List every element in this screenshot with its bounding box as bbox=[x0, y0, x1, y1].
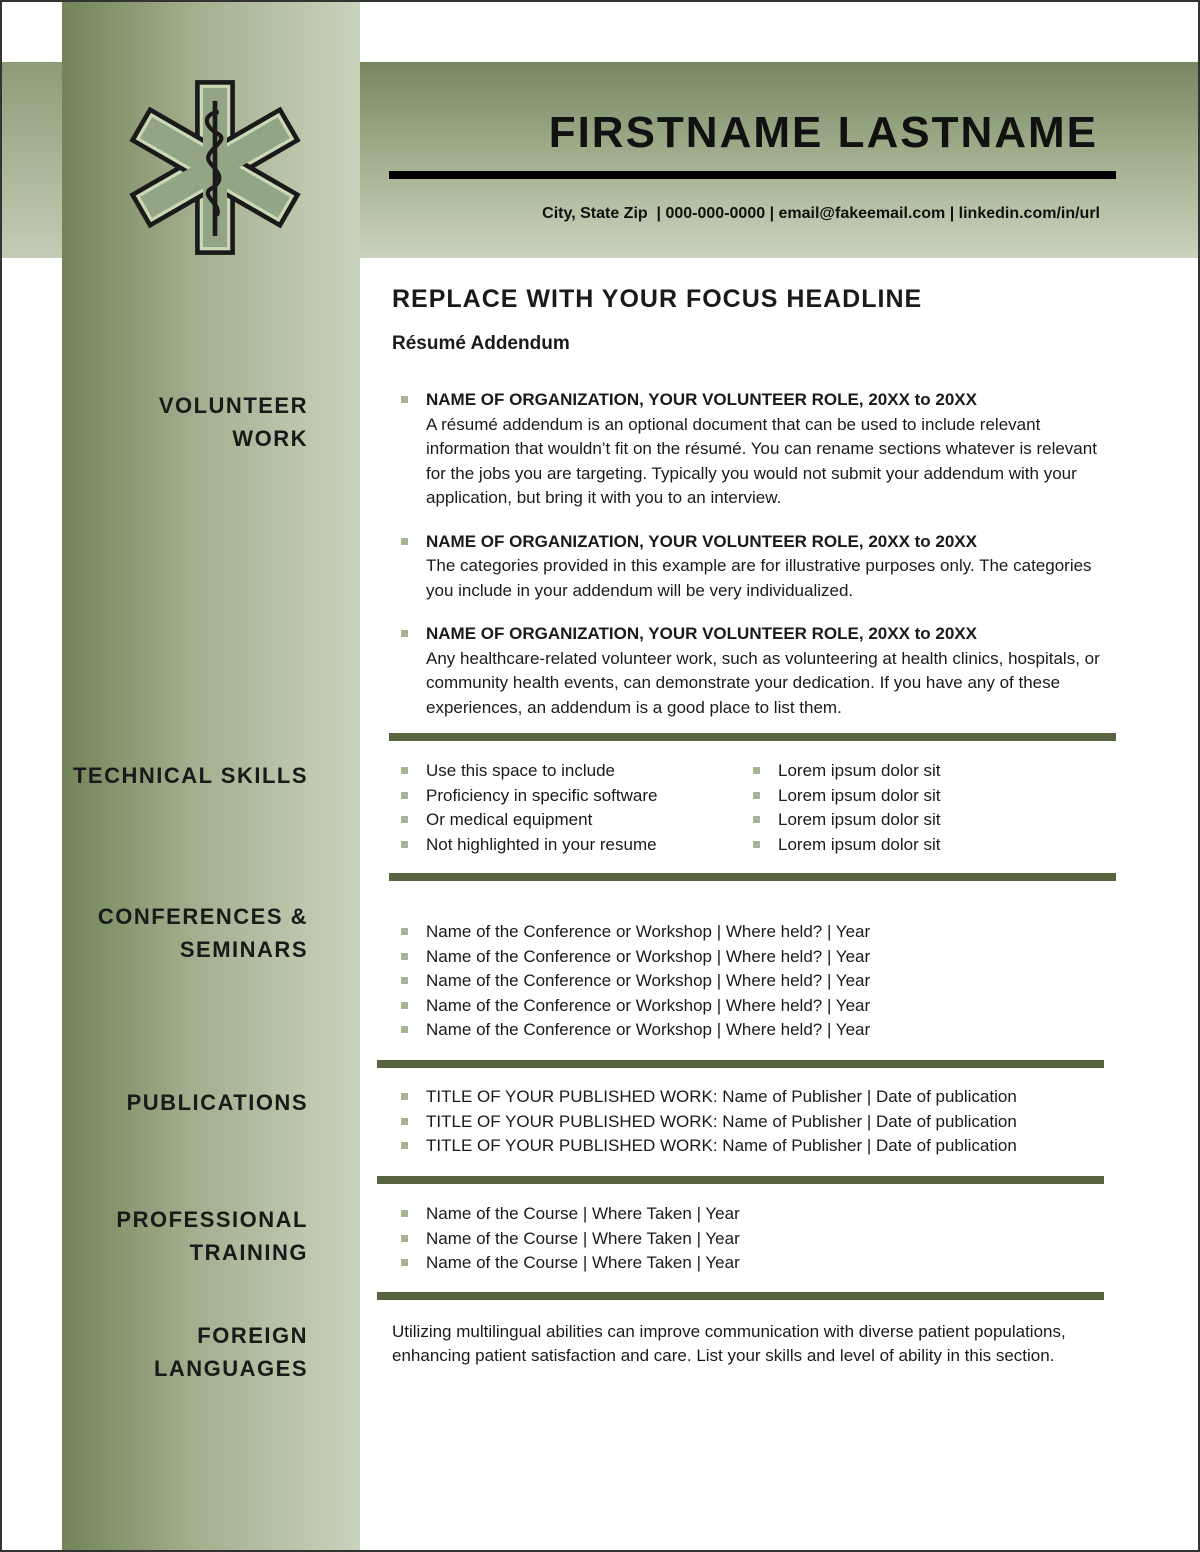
section-title-publications: PUBLICATIONS bbox=[127, 1086, 308, 1119]
name-underline bbox=[389, 171, 1116, 179]
subheadline: Résumé Addendum bbox=[392, 333, 570, 354]
title-line: LANGUAGES bbox=[153, 1356, 308, 1381]
list-item: Name of the Course | Where Taken | Year bbox=[392, 1227, 1102, 1252]
list-item: Name of the Course | Where Taken | Year bbox=[392, 1251, 1102, 1276]
list-item: Name of the Conference or Workshop | Whe… bbox=[392, 994, 1102, 1019]
item-heading: NAME OF ORGANIZATION, YOUR VOLUNTEER ROL… bbox=[426, 390, 977, 409]
volunteer-list: NAME OF ORGANIZATION, YOUR VOLUNTEER ROL… bbox=[392, 388, 1102, 739]
section-divider bbox=[377, 1292, 1104, 1300]
list-item: TITLE OF YOUR PUBLISHED WORK: Name of Pu… bbox=[392, 1134, 1102, 1159]
skills-list-1: Use this space to include Proficiency in… bbox=[392, 759, 732, 857]
list-item: NAME OF ORGANIZATION, YOUR VOLUNTEER ROL… bbox=[392, 530, 1102, 604]
list-item: Name of the Conference or Workshop | Whe… bbox=[392, 969, 1102, 994]
item-text: Any healthcare-related volunteer work, s… bbox=[426, 648, 1100, 717]
item-heading: NAME OF ORGANIZATION, YOUR VOLUNTEER ROL… bbox=[426, 531, 977, 551]
list-item: Or medical equipment bbox=[392, 808, 732, 833]
section-title-conferences: CONFERENCES & SEMINARS bbox=[98, 900, 308, 966]
item-text: A résumé addendum is an optional documen… bbox=[426, 414, 1097, 508]
list-item: NAME OF ORGANIZATION, YOUR VOLUNTEER ROL… bbox=[392, 622, 1102, 720]
focus-headline: REPLACE WITH YOUR FOCUS HEADLINE bbox=[392, 285, 923, 313]
contact-info: City, State Zip | 000-000-0000 | email@f… bbox=[542, 205, 1100, 222]
list-item: Name of the Course | Where Taken | Year bbox=[392, 1202, 1102, 1227]
section-divider bbox=[389, 873, 1116, 881]
title-line: FOREIGN bbox=[197, 1323, 308, 1348]
section-divider bbox=[389, 733, 1116, 741]
list-item: TITLE OF YOUR PUBLISHED WORK: Name of Pu… bbox=[392, 1085, 1102, 1110]
list-item: Lorem ipsum dolor sit bbox=[744, 784, 1084, 809]
section-title-training: PROFESSIONAL TRAINING bbox=[116, 1203, 308, 1269]
skills-list-2: Lorem ipsum dolor sit Lorem ipsum dolor … bbox=[744, 759, 1084, 857]
section-title-volunteer: VOLUNTEER WORK bbox=[159, 389, 308, 455]
training-list: Name of the Course | Where Taken | Year … bbox=[392, 1202, 1102, 1276]
conferences-list: Name of the Conference or Workshop | Whe… bbox=[392, 920, 1102, 1043]
section-divider bbox=[377, 1176, 1104, 1184]
list-item: Name of the Conference or Workshop | Whe… bbox=[392, 920, 1102, 945]
title-line: CONFERENCES & bbox=[97, 904, 308, 929]
section-title-technical: TECHNICAL SKILLS bbox=[73, 759, 308, 792]
star-of-life-icon bbox=[129, 80, 301, 255]
list-item: Lorem ipsum dolor sit bbox=[744, 759, 1084, 784]
item-text: The categories provided in this example … bbox=[426, 556, 1092, 600]
item-heading: NAME OF ORGANIZATION, YOUR VOLUNTEER ROL… bbox=[426, 624, 977, 643]
list-item: Not highlighted in your resume bbox=[392, 833, 732, 858]
header-band-left bbox=[0, 62, 62, 258]
title-line: VOLUNTEER bbox=[158, 393, 308, 418]
list-item: Proficiency in specific software bbox=[392, 784, 732, 809]
full-name: FIRSTNAME LASTNAME bbox=[548, 108, 1098, 157]
list-item: Name of the Conference or Workshop | Whe… bbox=[392, 1018, 1102, 1043]
languages-text: Utilizing multilingual abilities can imp… bbox=[392, 1322, 1066, 1365]
title-line: SEMINARS bbox=[179, 937, 308, 962]
list-item: Lorem ipsum dolor sit bbox=[744, 833, 1084, 858]
title-line: WORK bbox=[232, 426, 308, 451]
title-line: TRAINING bbox=[189, 1240, 308, 1265]
list-item: Use this space to include bbox=[392, 759, 732, 784]
section-title-languages: FOREIGN LANGUAGES bbox=[154, 1319, 308, 1385]
publications-list: TITLE OF YOUR PUBLISHED WORK: Name of Pu… bbox=[392, 1085, 1102, 1159]
sidebar bbox=[62, 0, 360, 1552]
list-item: TITLE OF YOUR PUBLISHED WORK: Name of Pu… bbox=[392, 1110, 1102, 1135]
title-line: PROFESSIONAL bbox=[116, 1207, 308, 1232]
list-item: Lorem ipsum dolor sit bbox=[744, 808, 1084, 833]
list-item: Name of the Conference or Workshop | Whe… bbox=[392, 945, 1102, 970]
title-line: TECHNICAL SKILLS bbox=[72, 763, 308, 788]
title-line: PUBLICATIONS bbox=[126, 1090, 308, 1115]
list-item: NAME OF ORGANIZATION, YOUR VOLUNTEER ROL… bbox=[392, 388, 1102, 511]
section-divider bbox=[377, 1060, 1104, 1068]
